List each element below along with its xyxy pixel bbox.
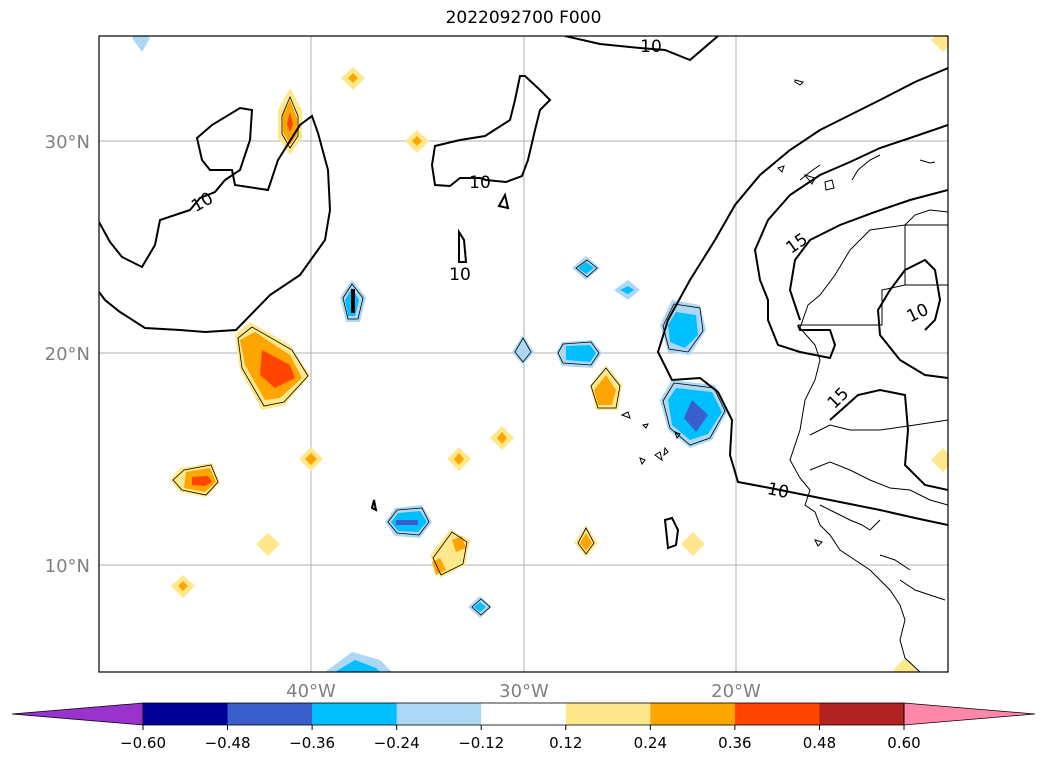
colorbar-tick-label: −0.60	[120, 734, 166, 752]
warm-blob	[594, 375, 616, 405]
colorbar-tick-label: −0.24	[374, 734, 420, 752]
warm-blob	[580, 533, 592, 551]
colorbar-cell	[312, 703, 398, 725]
cool-blob	[668, 312, 698, 348]
warm-blob	[452, 536, 466, 552]
contour-lines	[99, 36, 948, 550]
colorbar-cell	[734, 703, 820, 725]
contour-label: 10	[449, 265, 471, 285]
colorbar-under-arrow	[11, 702, 144, 726]
contour-label: 10	[640, 37, 662, 57]
colorbar-tick-label: 0.12	[549, 734, 582, 752]
colorbar-tick-label: 0.48	[803, 734, 836, 752]
warm-blob	[432, 558, 446, 575]
cool-dot-cores	[474, 262, 634, 612]
cool-blob	[396, 520, 418, 525]
colorbar: −0.60 −0.48 −0.36 −0.24 −0.12 0.12 0.24 0.36 0.4…	[11, 702, 1036, 752]
warm-blob	[287, 112, 293, 132]
colorbar-cell	[481, 703, 567, 725]
colorbar-tick-label: −0.48	[205, 734, 251, 752]
colorbar-tick-label: 0.24	[634, 734, 667, 752]
colorbar-cell	[565, 703, 651, 725]
anomaly-outlines	[172, 95, 726, 616]
warm-blob	[260, 350, 295, 388]
colorbar-over-arrow	[903, 702, 1036, 726]
plot-frame	[98, 35, 949, 673]
lat-label: 20°N	[45, 344, 90, 365]
contour-label: 10	[469, 173, 491, 193]
colorbar-tick-label: 0.36	[718, 734, 751, 752]
lat-label: 30°N	[45, 132, 90, 153]
colorbar-tick-label: −0.12	[458, 734, 504, 752]
contour-label: 10	[765, 479, 790, 503]
map-title: 2022092700 F000	[445, 8, 602, 28]
lon-label: 30°W	[499, 681, 549, 702]
colorbar-tick-label: 0.60	[887, 734, 920, 752]
coastlines	[620, 79, 948, 672]
colorbar-cell	[143, 703, 229, 725]
colorbar-cell	[227, 703, 313, 725]
colorbar-tick-label: −0.36	[289, 734, 335, 752]
colorbar-cell	[396, 703, 482, 725]
cool-blob	[566, 345, 596, 362]
cool-dots	[132, 36, 640, 618]
cool-blob	[684, 400, 708, 432]
colorbar-cell	[650, 703, 736, 725]
lon-label: 40°W	[286, 681, 336, 702]
lon-label: 20°W	[711, 681, 761, 702]
warm-blob	[192, 476, 212, 486]
colorbar-frame	[142, 702, 905, 726]
warm-dot-cores	[178, 73, 507, 591]
colorbar-cell	[819, 703, 905, 725]
lat-label: 10°N	[45, 556, 90, 577]
cool-blob	[335, 660, 380, 672]
